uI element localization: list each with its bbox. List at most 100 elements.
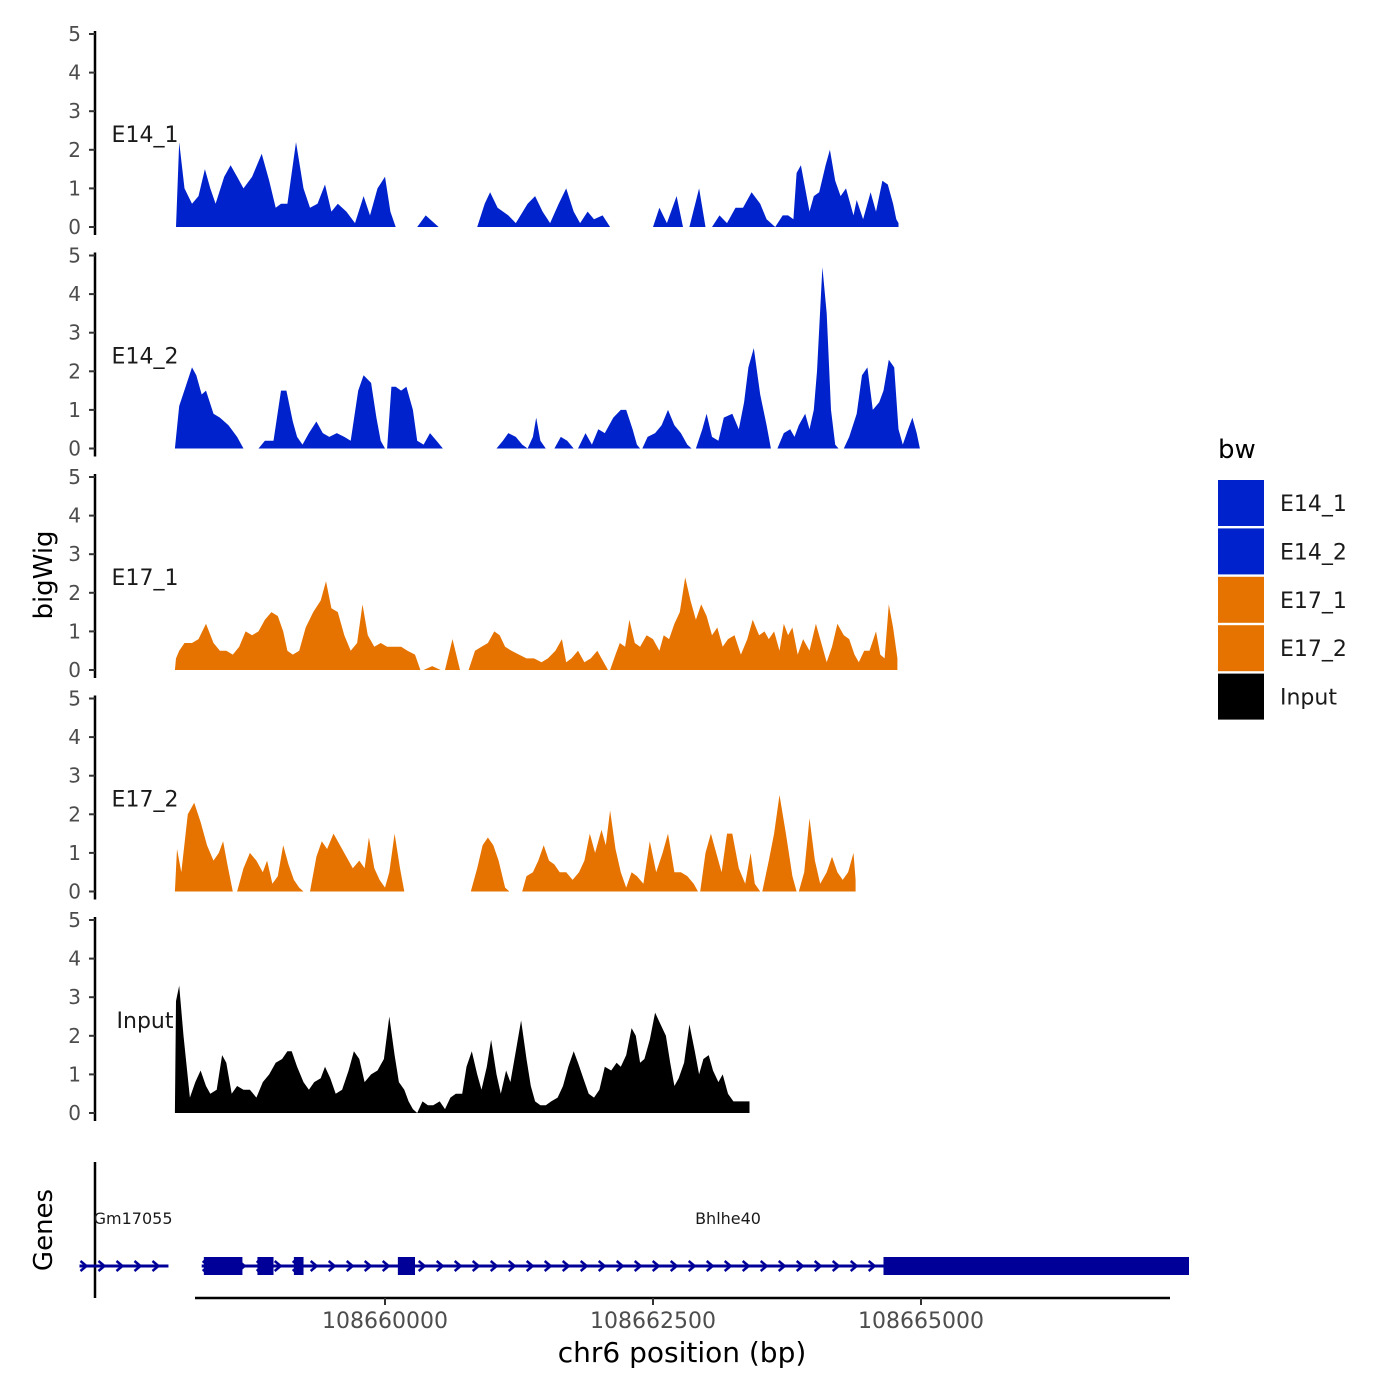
gene-label: Bhlhe40 — [695, 1209, 761, 1228]
track-label: E14_2 — [112, 345, 179, 370]
strand-arrow — [561, 1260, 571, 1272]
strand-arrow — [507, 1260, 517, 1272]
signal-area-E17_2 — [700, 833, 761, 892]
strand-arrow — [849, 1260, 859, 1272]
signal-area-E17_1 — [468, 631, 608, 670]
genes-axis-label: Genes — [29, 1189, 59, 1271]
signal-area-E14_2 — [578, 409, 641, 449]
signal-area-E14_2 — [777, 267, 839, 449]
strand-arrow — [309, 1260, 319, 1272]
track-E17_1: 0 1 2 3 4 5 E17_1 — [68, 465, 898, 682]
signal-area-E14_1 — [712, 149, 899, 227]
y-tick-label: 1 — [68, 398, 81, 422]
strand-arrow — [597, 1260, 607, 1272]
legend-swatch-E14_2 — [1218, 528, 1264, 575]
y-tick-label: 1 — [68, 176, 81, 200]
signal-area-E14_2 — [843, 359, 920, 449]
signal-area-E17_2 — [310, 833, 405, 892]
signal-area-E14_1 — [477, 188, 611, 227]
signal-area-E14_2 — [642, 409, 692, 449]
signal-area-E14_1 — [176, 142, 396, 227]
signal-area-E17_1 — [610, 577, 898, 670]
strand-arrow — [525, 1260, 535, 1272]
signal-area-Input — [174, 985, 750, 1113]
track-Input: 0 1 2 3 4 5 Input — [68, 908, 750, 1125]
signal-area-E17_2 — [237, 845, 304, 892]
track-label: E14_1 — [112, 123, 179, 148]
legend-label-E17_2: E17_2 — [1280, 637, 1347, 662]
strand-arrow — [97, 1260, 107, 1272]
signal-area-E17_2 — [762, 795, 797, 892]
signal-area-E14_2 — [527, 417, 546, 449]
strand-arrow — [345, 1260, 355, 1272]
strand-arrow — [813, 1260, 823, 1272]
strand-arrow — [759, 1260, 769, 1272]
strand-arrow — [633, 1260, 643, 1272]
strand-arrow — [705, 1260, 715, 1272]
y-tick-label: 4 — [68, 947, 81, 971]
x-tick-label: 108665000 — [858, 1309, 984, 1334]
strand-arrow — [417, 1260, 427, 1272]
y-tick-label: 4 — [68, 282, 81, 306]
strand-arrow — [543, 1260, 553, 1272]
strand-arrow — [615, 1260, 625, 1272]
strand-arrow — [741, 1260, 751, 1272]
signal-area-E14_2 — [174, 367, 244, 449]
gene-Bhlhe40: Bhlhe40 — [201, 1209, 1189, 1275]
legend-label-E14_1: E14_1 — [1280, 492, 1347, 517]
strand-arrow — [381, 1260, 391, 1272]
strand-arrow — [669, 1260, 679, 1272]
y-tick-label: 5 — [68, 465, 81, 489]
signal-area-E17_2 — [174, 802, 233, 892]
y-tick-label: 5 — [68, 244, 81, 268]
track-label: E17_2 — [112, 788, 179, 813]
y-tick-label: 5 — [68, 908, 81, 932]
y-tick-label: 5 — [68, 22, 81, 46]
y-tick-label: 0 — [68, 437, 81, 461]
signal-area-E14_2 — [258, 375, 385, 449]
strand-arrow — [151, 1260, 161, 1272]
strand-arrow — [489, 1260, 499, 1272]
signal-area-E17_1 — [423, 666, 441, 670]
gene-Gm17055: Gm17055 — [79, 1209, 173, 1272]
signal-area-E17_1 — [174, 581, 421, 670]
strand-arrow — [115, 1260, 125, 1272]
y-tick-label: 0 — [68, 1101, 81, 1125]
y-tick-label: 3 — [68, 764, 81, 788]
signal-area-E17_2 — [470, 837, 510, 892]
strand-arrow — [687, 1260, 697, 1272]
strand-arrow — [273, 1260, 283, 1272]
y-tick-label: 5 — [68, 687, 81, 711]
y-tick-label: 1 — [68, 841, 81, 865]
exon — [397, 1257, 416, 1275]
y-tick-label: 3 — [68, 99, 81, 123]
signal-tracks: 0 1 2 3 4 5 E14_1 0 1 2 3 4 5 E14_2 0 1 2 3 4 5 E17_1 0 1 2 3 4 5 E… — [68, 22, 920, 1125]
y-tick-label: 0 — [68, 880, 81, 904]
track-E17_2: 0 1 2 3 4 5 E17_2 — [68, 687, 856, 904]
signal-area-E14_2 — [695, 348, 771, 449]
signal-area-E17_2 — [798, 818, 856, 892]
y-tick-label: 2 — [68, 802, 81, 826]
strand-arrow — [133, 1260, 143, 1272]
legend-swatch-E14_1 — [1218, 480, 1264, 526]
y-tick-label: 4 — [68, 61, 81, 85]
exon — [883, 1257, 1189, 1275]
x-tick-label: 108660000 — [322, 1309, 448, 1334]
y-tick-label: 2 — [68, 1024, 81, 1048]
x-axis-label: chr6 position (bp) — [558, 1336, 807, 1369]
signal-area-E14_2 — [496, 433, 528, 449]
track-label: Input — [117, 1009, 174, 1034]
signal-area-E14_2 — [387, 386, 443, 449]
track-E14_2: 0 1 2 3 4 5 E14_2 — [68, 244, 920, 461]
signal-area-E17_2 — [522, 810, 698, 892]
legend-title: bw — [1218, 435, 1256, 465]
y-tick-label: 3 — [68, 321, 81, 345]
strand-arrow — [795, 1260, 805, 1272]
legend-label-E14_2: E14_2 — [1280, 540, 1347, 565]
track-E14_1: 0 1 2 3 4 5 E14_1 — [68, 22, 899, 239]
exon — [257, 1257, 274, 1275]
legend-swatch-Input — [1218, 673, 1264, 720]
genes-track: Gm17055 Bhlhe40 — [79, 1162, 1189, 1298]
strand-arrow — [579, 1260, 589, 1272]
